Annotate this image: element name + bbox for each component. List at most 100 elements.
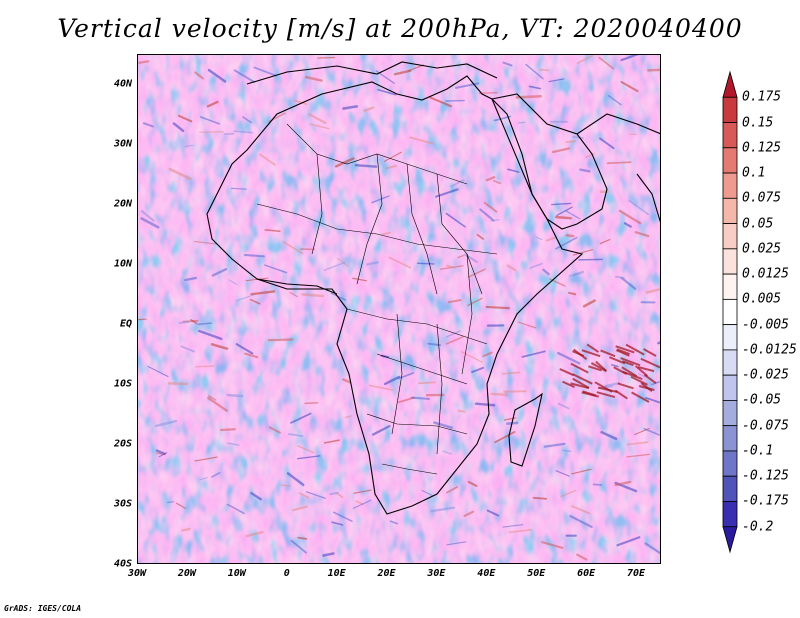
velocity-streak bbox=[243, 253, 265, 258]
velocity-streak bbox=[181, 527, 191, 532]
velocity-streak bbox=[545, 236, 557, 242]
velocity-streak bbox=[198, 329, 223, 341]
velocity-streak bbox=[180, 345, 196, 353]
velocity-streak bbox=[548, 78, 565, 83]
velocity-streak bbox=[259, 153, 276, 166]
velocity-streak bbox=[286, 472, 305, 487]
colorbar-swatch bbox=[722, 501, 738, 528]
velocity-streak bbox=[615, 345, 635, 354]
lat-tick-label: 30N bbox=[113, 138, 132, 150]
velocity-streak bbox=[142, 122, 154, 128]
velocity-streak bbox=[576, 553, 588, 561]
velocity-streak bbox=[206, 100, 219, 108]
velocity-streak bbox=[267, 338, 294, 342]
velocity-streak bbox=[301, 293, 325, 298]
velocity-streak bbox=[572, 135, 584, 140]
velocity-streak bbox=[638, 385, 655, 391]
velocity-streak bbox=[342, 378, 351, 384]
velocity-streak bbox=[293, 99, 308, 105]
velocity-streak bbox=[305, 491, 326, 499]
velocity-streak bbox=[253, 66, 278, 77]
colorbar-swatch bbox=[722, 400, 738, 427]
velocity-streak bbox=[562, 380, 575, 388]
velocity-streak bbox=[476, 233, 485, 240]
lon-tick-label: 50E bbox=[527, 568, 546, 579]
velocity-streak bbox=[264, 264, 288, 274]
lon-tick-label: 20E bbox=[377, 568, 396, 579]
velocity-streak bbox=[582, 299, 596, 308]
velocity-streak bbox=[352, 277, 367, 282]
velocity-streak bbox=[233, 69, 256, 83]
lon-tick-label: 0 bbox=[283, 568, 290, 579]
velocity-streak bbox=[493, 180, 502, 185]
border bbox=[311, 153, 323, 255]
velocity-streak bbox=[622, 360, 634, 367]
velocity-streak bbox=[565, 234, 575, 238]
colorbar-tick-label: -0.05 bbox=[742, 392, 782, 408]
velocity-streak bbox=[471, 366, 485, 373]
madagascar-coastline bbox=[508, 392, 543, 467]
colorbar-swatch bbox=[722, 197, 738, 224]
velocity-streak bbox=[409, 136, 434, 145]
velocity-streak bbox=[517, 121, 526, 124]
velocity-streak bbox=[227, 442, 240, 446]
lon-tick-label: 70E bbox=[627, 568, 646, 579]
velocity-streak bbox=[366, 261, 379, 266]
velocity-streak bbox=[457, 409, 466, 413]
velocity-streak bbox=[551, 202, 572, 206]
border bbox=[356, 153, 383, 285]
velocity-streak bbox=[289, 291, 298, 298]
velocity-streak bbox=[308, 113, 327, 125]
velocity-streak bbox=[446, 264, 456, 269]
lat-tick-label: EQ bbox=[119, 318, 132, 330]
velocity-streak bbox=[463, 510, 475, 517]
velocity-streak bbox=[626, 453, 651, 458]
velocity-streak bbox=[637, 366, 655, 373]
colorbar-tick-label: 0.075 bbox=[742, 190, 782, 206]
velocity-streak bbox=[298, 492, 310, 499]
velocity-streak bbox=[508, 528, 533, 534]
velocity-streak bbox=[184, 276, 198, 282]
velocity-streak bbox=[594, 381, 613, 393]
velocity-streak bbox=[625, 343, 645, 356]
velocity-streak bbox=[158, 452, 168, 458]
velocity-streak bbox=[542, 268, 550, 276]
velocity-streak bbox=[628, 199, 650, 216]
velocity-streak bbox=[614, 275, 625, 279]
velocity-streak bbox=[385, 164, 398, 170]
velocity-streak bbox=[219, 428, 236, 432]
colorbar-swatch bbox=[722, 475, 738, 502]
velocity-streak bbox=[389, 520, 398, 525]
velocity-streak bbox=[250, 290, 276, 296]
velocity-streak bbox=[623, 222, 632, 228]
velocity-streak bbox=[483, 201, 498, 213]
colorbar-swatch bbox=[722, 248, 738, 275]
velocity-streak bbox=[317, 56, 336, 59]
velocity-streak bbox=[230, 187, 247, 190]
velocity-streak bbox=[383, 375, 401, 386]
velocity-streak bbox=[568, 272, 580, 277]
velocity-streak bbox=[233, 130, 254, 134]
lat-tick-label: 40S bbox=[113, 558, 132, 570]
velocity-streak bbox=[478, 92, 498, 94]
colorbar-swatch bbox=[722, 298, 738, 326]
velocity-streak bbox=[417, 262, 435, 265]
velocity-streak bbox=[485, 305, 510, 310]
velocity-streak bbox=[445, 212, 466, 228]
velocity-streak bbox=[607, 95, 622, 106]
velocity-streak bbox=[555, 236, 578, 250]
velocity-streak bbox=[211, 267, 228, 277]
velocity-streak bbox=[502, 61, 513, 67]
velocity-streak bbox=[604, 382, 620, 387]
colorbar-tick-label: 0.0125 bbox=[742, 266, 789, 282]
velocity-streak bbox=[543, 442, 566, 448]
velocity-streak bbox=[637, 373, 646, 378]
velocity-streak bbox=[506, 264, 517, 272]
velocity-streak bbox=[457, 254, 465, 259]
velocity-streak bbox=[236, 294, 254, 302]
border bbox=[256, 203, 498, 255]
velocity-streak bbox=[228, 279, 238, 285]
velocity-streak bbox=[474, 402, 496, 407]
velocity-streak bbox=[245, 530, 264, 538]
africa-coastline bbox=[206, 75, 584, 515]
